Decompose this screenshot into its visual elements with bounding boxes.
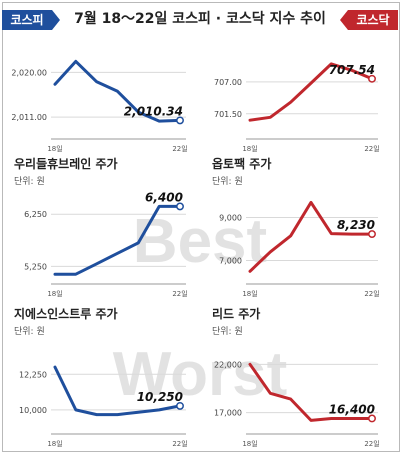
end-point-marker: [368, 414, 376, 423]
end-value-label: 10,250: [137, 390, 183, 404]
x-tick-label: 18일: [47, 289, 62, 298]
x-tick-label: 18일: [47, 144, 62, 153]
panel-unit-optopac: 단위: 원: [212, 177, 243, 187]
y-tick-label: 7,000: [219, 257, 242, 266]
kospi-tag: 코스피: [2, 10, 60, 30]
y-tick-label: 2,011.00: [11, 113, 47, 122]
x-tick-label: 22일: [364, 289, 379, 298]
end-point-marker: [176, 401, 184, 410]
end-value-label: 2,010.34: [124, 104, 183, 118]
y-tick-label: 707.00: [214, 78, 242, 87]
panel-title-lead: 리드 주가: [212, 307, 261, 321]
series-line: [248, 62, 374, 122]
end-point-marker: [176, 116, 184, 125]
x-tick-label: 18일: [242, 289, 257, 298]
y-tick-label: 9,000: [219, 214, 242, 223]
x-tick-label: 22일: [172, 144, 187, 153]
end-value-label: 8,230: [337, 218, 375, 232]
y-tick-label: 22,000: [214, 360, 242, 369]
header: 코스피 7월 18～22일 코스피 · 코스닥 지수 추이 코스닥: [0, 0, 400, 34]
y-tick-label: 5,250: [24, 262, 47, 271]
end-value-label: 16,400: [329, 402, 375, 416]
x-tick-label: 18일: [47, 439, 62, 448]
x-tick-label: 22일: [172, 439, 187, 448]
panel-title-gs-instru: 지에스인스트루 주가: [14, 307, 118, 321]
series-line: [53, 59, 182, 123]
panel-title-wooridul: 우리들휴브레인 주가: [14, 157, 118, 171]
panel-unit-gs-instru: 단위: 원: [14, 327, 45, 337]
y-tick-label: 12,250: [19, 370, 47, 379]
x-tick-label: 22일: [364, 144, 379, 153]
end-point-marker: [368, 74, 376, 83]
panel-unit-lead: 단위: 원: [212, 327, 243, 337]
x-tick-label: 18일: [242, 439, 257, 448]
y-tick-label: 10,000: [19, 406, 47, 415]
panel-unit-wooridul: 단위: 원: [14, 177, 45, 187]
series-line: [248, 362, 374, 422]
end-value-label: 6,400: [145, 190, 183, 204]
y-tick-label: 2,020.00: [11, 68, 47, 77]
series-line: [248, 200, 374, 273]
x-tick-label: 22일: [172, 289, 187, 298]
series-line: [53, 204, 182, 276]
y-tick-label: 6,250: [24, 210, 47, 219]
end-point-marker: [368, 230, 376, 239]
x-tick-label: 18일: [242, 144, 257, 153]
series-line: [53, 365, 182, 417]
y-tick-label: 701.50: [214, 110, 242, 119]
kosdaq-tag: 코스닥: [340, 10, 398, 30]
end-value-label: 707.54: [329, 63, 375, 77]
x-tick-label: 22일: [364, 439, 379, 448]
panel-title-optopac: 옵토팩 주가: [212, 157, 272, 171]
end-point-marker: [176, 202, 184, 211]
main-title: 7월 18～22일 코스피 · 코스닥 지수 추이: [74, 11, 326, 27]
y-tick-label: 17,000: [214, 409, 242, 418]
